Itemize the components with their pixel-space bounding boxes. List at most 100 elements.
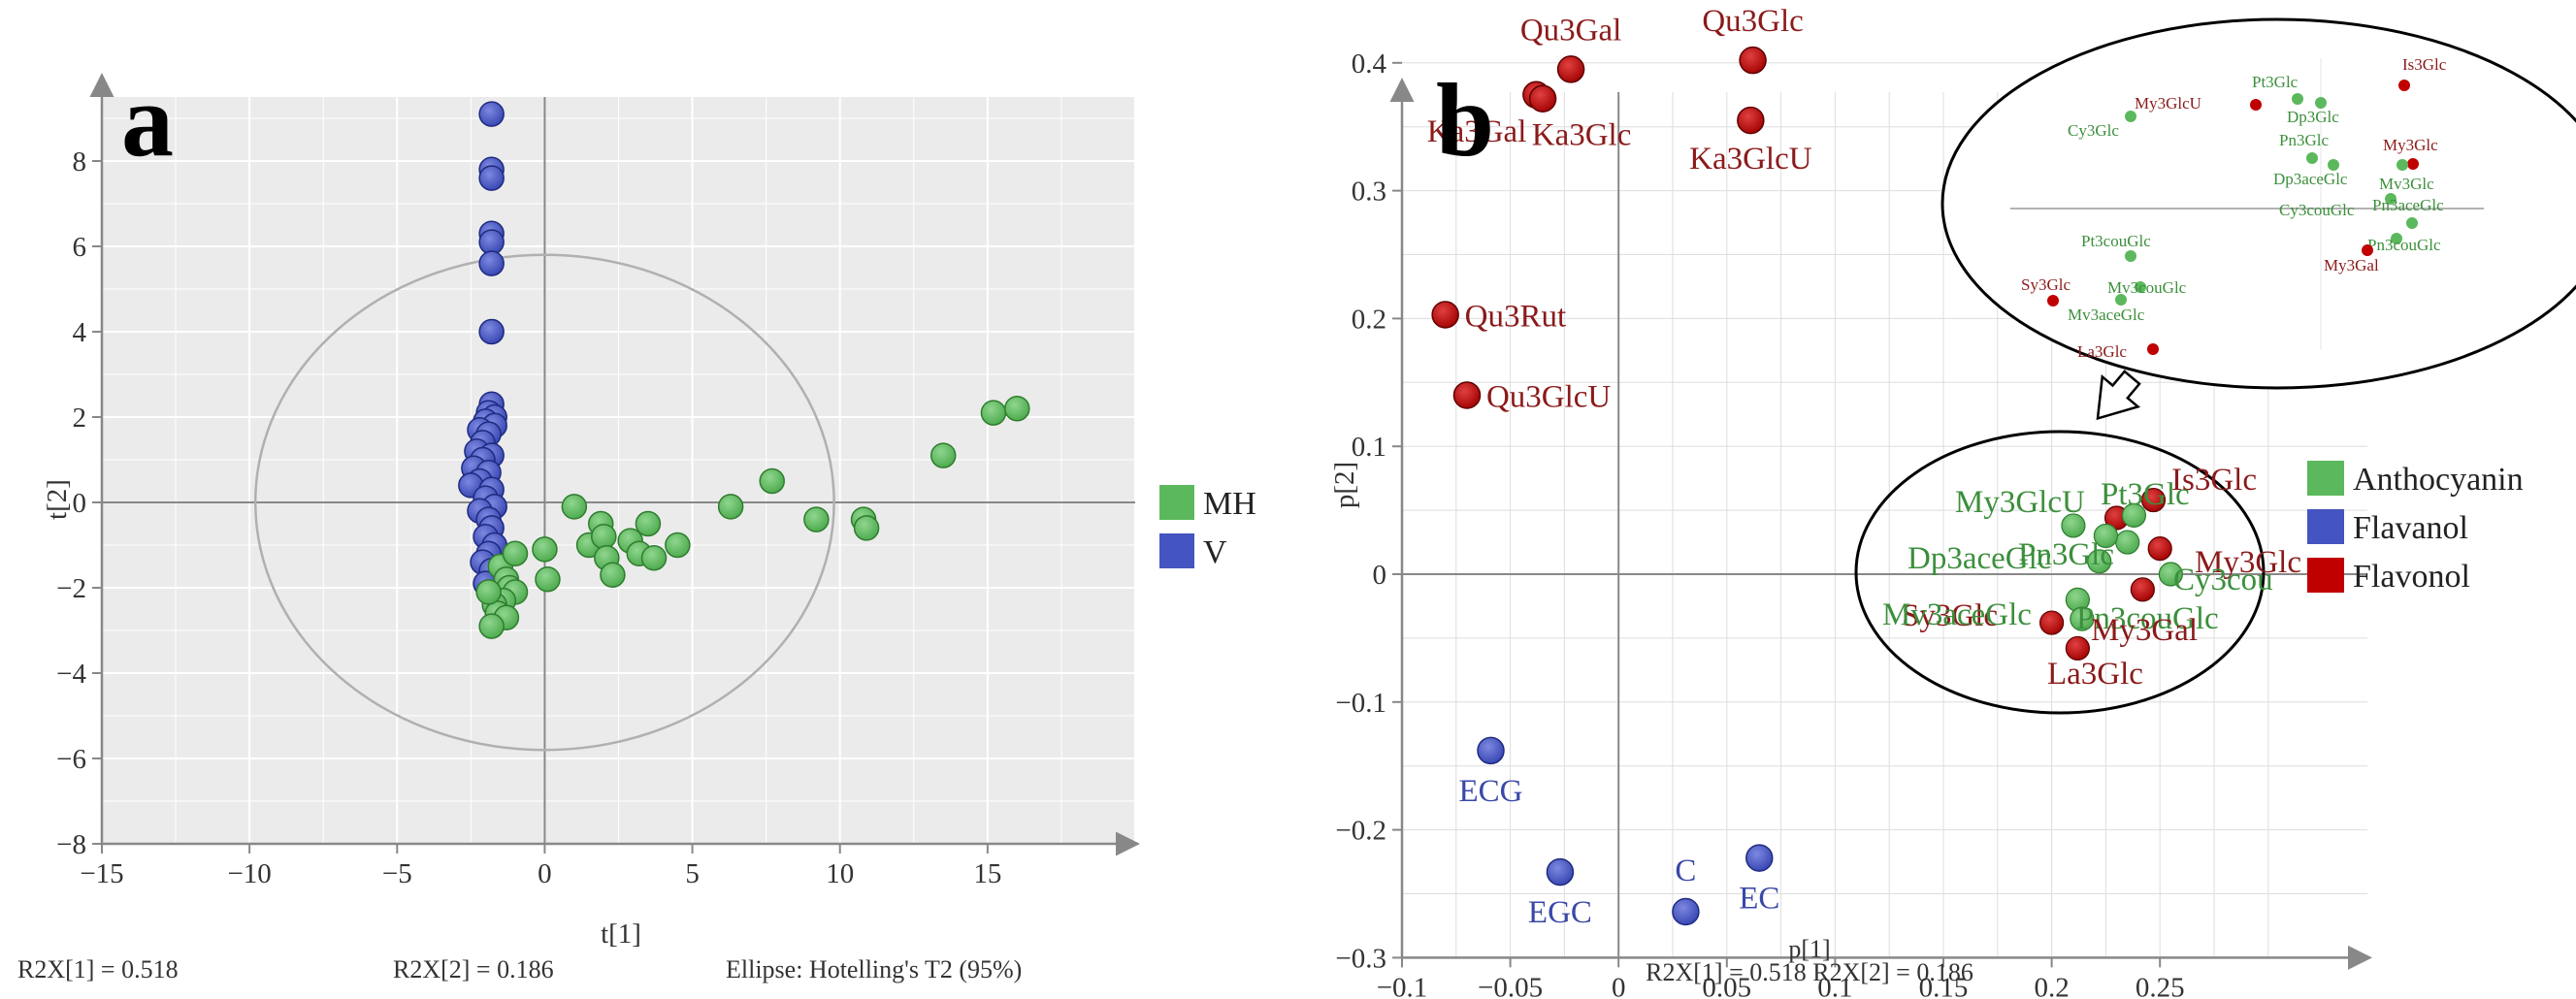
cluster-point bbox=[2130, 577, 2155, 602]
inset-point-pt3glc bbox=[2292, 93, 2303, 105]
zoom-arrow bbox=[2096, 370, 2141, 421]
x-tick-label-b: 0.25 bbox=[2136, 972, 2185, 999]
point-label-qu3gal: Qu3Gal bbox=[1520, 13, 1621, 48]
y-tick-label-a: −6 bbox=[56, 744, 86, 775]
point-mh bbox=[502, 540, 529, 567]
inset-point-la3glc bbox=[2147, 343, 2159, 355]
inset-label-dp3glc: Dp3Glc bbox=[2287, 108, 2339, 126]
point-label-qu3rut: Qu3Rut bbox=[1465, 299, 1567, 334]
y-tick-label-b: 0 bbox=[1373, 560, 1387, 591]
y-tick-label-b: 0.3 bbox=[1352, 177, 1386, 208]
cluster-point bbox=[2039, 610, 2065, 635]
cluster-label-pt3glc: Pt3Glc bbox=[2101, 477, 2190, 512]
footer-r2x1-a: R2X[1] = 0.518 bbox=[17, 955, 179, 983]
point-qu3glcu bbox=[1452, 381, 1482, 409]
point-mh bbox=[591, 523, 617, 550]
y-tick-label-a: 2 bbox=[73, 403, 87, 434]
axes-b bbox=[1389, 78, 2372, 970]
point-label-ecg: ECG bbox=[1459, 774, 1523, 809]
legend-label-mh: MH bbox=[1203, 486, 1256, 522]
y-tick-label-b: −0.3 bbox=[1335, 943, 1386, 974]
inset-label-is3glc: Is3Glc bbox=[2402, 55, 2447, 74]
point-c bbox=[1672, 897, 1700, 926]
point-ec bbox=[1745, 844, 1774, 872]
point-mh bbox=[561, 494, 588, 520]
inset-label-mv3aceglc: Mv3aceGlc bbox=[2068, 306, 2145, 324]
legend-swatch-v bbox=[1159, 533, 1194, 568]
point-ka3glc bbox=[1528, 84, 1557, 113]
footer-r2x2-a: R2X[2] = 0.186 bbox=[393, 955, 554, 983]
cluster-label-is3glc: Is3Glc bbox=[2171, 463, 2257, 498]
y-tick-label-a: 8 bbox=[73, 146, 87, 177]
panel-letter-a: a bbox=[121, 63, 174, 178]
cluster-point bbox=[2121, 502, 2147, 528]
legend-label-v: V bbox=[1203, 534, 1227, 570]
x-axis-title-a: t[1] bbox=[601, 918, 641, 950]
point-label-c: C bbox=[1675, 854, 1696, 888]
y-tick-label-a: 6 bbox=[73, 232, 87, 263]
cluster-label-mv3aceglc: Mv3aceGlc bbox=[1882, 597, 2032, 632]
point-qu3gal bbox=[1556, 55, 1585, 83]
points-b: Qu3Gal Ka3Gal Ka3Glc Qu3Glc Ka3GlcU Qu3Rut Qu3… bbox=[1427, 4, 1812, 930]
x-tick-label-a: −15 bbox=[80, 858, 123, 889]
point-mh bbox=[980, 400, 1007, 426]
cluster-label-sy3glc: Sy3Glc bbox=[1902, 598, 1998, 633]
point-mh bbox=[475, 579, 502, 605]
point-mh bbox=[532, 536, 558, 563]
x-axis-title-b: p[1] bbox=[1788, 935, 1830, 963]
legend-swatch-mh bbox=[1159, 485, 1194, 520]
legend-label-flavonol: Flavonol bbox=[2353, 559, 2470, 595]
inset-label-pt3glc: Pt3Glc bbox=[2252, 73, 2299, 91]
inset-point-is3glc bbox=[2398, 80, 2410, 91]
point-label-qu3glcu: Qu3GlcU bbox=[1486, 379, 1611, 414]
inset-label-dp3aceglc: Dp3aceGlc bbox=[2273, 170, 2348, 188]
inset-point-pn3couglc bbox=[2391, 233, 2402, 244]
cluster-label-la3glc: La3Glc bbox=[2047, 657, 2143, 692]
point-label-qu3glc: Qu3Glc bbox=[1702, 4, 1803, 39]
inset-label-mv3glc: Mv3Glc bbox=[2379, 175, 2434, 193]
inset-point-dp3glc bbox=[2315, 97, 2327, 109]
x-tick-label-a: 5 bbox=[685, 858, 700, 889]
point-mh bbox=[535, 565, 561, 593]
cluster-point bbox=[2093, 523, 2118, 549]
point-label-ec: EC bbox=[1739, 882, 1779, 917]
inset-point-cy3couglc bbox=[2406, 217, 2418, 229]
legend-a: MH V bbox=[1159, 485, 1256, 570]
y-tick-label-b: 0.2 bbox=[1352, 304, 1386, 335]
ticks-a: −15 −10 −5 0 5 10 15 −8 −6 −4 −2 0 2 4 6 8 bbox=[56, 146, 1001, 889]
footer-b: R2X[1] = 0.518 R2X[2] = 0.186 bbox=[1646, 958, 1973, 986]
panel-letter-b: b bbox=[1436, 63, 1494, 178]
cluster-label-dp3aceglc: Dp3aceGlc bbox=[1908, 541, 2051, 576]
footer-ellipse-a: Ellipse: Hotelling's T2 (95%) bbox=[726, 955, 1022, 983]
point-label-ka3glcu: Ka3GlcU bbox=[1689, 142, 1812, 177]
cluster-label-my3gal: My3Gal bbox=[2091, 613, 2198, 648]
point-mh bbox=[803, 506, 830, 532]
axes-a bbox=[89, 73, 1140, 856]
cluster-label-my3glc: My3Glc bbox=[2195, 545, 2301, 580]
x-tick-label-b: 0.2 bbox=[2034, 972, 2069, 999]
y-axis-title-a: t[2] bbox=[42, 479, 73, 520]
inset-label-pn3couglc: Pn3couGlc bbox=[2367, 236, 2441, 254]
cluster-point bbox=[2087, 549, 2112, 574]
cluster-point bbox=[2065, 635, 2090, 661]
y-tick-label-a: 4 bbox=[73, 317, 87, 348]
hotelling-ellipse bbox=[253, 253, 835, 752]
inset-point-pn3glc bbox=[2306, 152, 2318, 164]
y-tick-label-a: −8 bbox=[56, 829, 86, 860]
x-tick-label-b: 0.1 bbox=[1817, 972, 1852, 999]
y-tick-label-b: −0.2 bbox=[1335, 816, 1386, 847]
x-tick-label-a: 10 bbox=[826, 858, 854, 889]
y-axis-title-b: p[2] bbox=[1329, 462, 1360, 508]
inset-label-cy3couglc: Cy3couGlc bbox=[2279, 201, 2355, 219]
inset-point-my3glc bbox=[2407, 158, 2419, 170]
point-v bbox=[478, 250, 505, 276]
inset-point-pn3aceglc bbox=[2385, 193, 2397, 205]
inset-label-cy3glc: Cy3Glc bbox=[2068, 121, 2119, 140]
point-mh bbox=[635, 510, 662, 537]
point-label-egc: EGC bbox=[1528, 895, 1592, 930]
x-tick-label-b: −0.05 bbox=[1478, 972, 1543, 999]
inset-label-mv3couglc: Mv3couGlc bbox=[2107, 278, 2187, 297]
inset-point-cy3glc bbox=[2125, 111, 2136, 122]
